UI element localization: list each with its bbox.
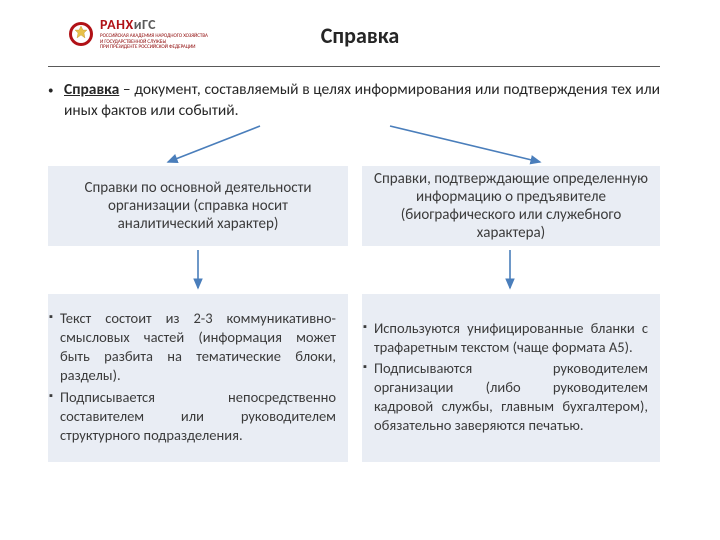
definition-text: • Справка – документ, составляемый в цел…: [64, 80, 660, 122]
detail-box-left-body: Текст состоит из 2-3 коммуникативно-смыс…: [48, 309, 348, 447]
slide: РАНХиГС РОССИЙСКАЯ АКАДЕМИЯ НАРОДНОГО ХО…: [0, 0, 720, 540]
arrow-mid-right-icon: [500, 248, 520, 292]
category-box-right-text: Справки, подтверждающие определенную инф…: [362, 166, 660, 246]
arrow-down-right-icon: [380, 124, 560, 168]
arrow-mid-left-icon: [188, 248, 208, 292]
definition-body: – документ, составляемый в целях информи…: [64, 80, 660, 120]
title-underline: [48, 66, 660, 67]
definition-term: Справка: [64, 80, 119, 99]
detail-item: Подписывается непосредственно составител…: [60, 388, 336, 445]
detail-item: Используются унифицированные бланки с тр…: [374, 319, 648, 357]
detail-item: Текст состоит из 2-3 коммуникативно-смыс…: [60, 309, 336, 386]
category-box-left: Справки по основной деятельности организ…: [48, 166, 348, 246]
category-box-right: Справки, подтверждающие определенную инф…: [362, 166, 660, 246]
bullet-icon: •: [48, 84, 53, 99]
detail-box-right: Используются унифицированные бланки с тр…: [362, 294, 660, 462]
detail-box-left: Текст состоит из 2-3 коммуникативно-смыс…: [48, 294, 348, 462]
slide-title: Справка: [0, 22, 720, 49]
detail-box-right-body: Используются унифицированные бланки с тр…: [362, 319, 660, 438]
detail-item: Подписываются руководителем организации …: [374, 359, 648, 436]
category-box-left-text: Справки по основной деятельности организ…: [48, 175, 348, 237]
arrow-down-left-icon: [150, 124, 270, 168]
